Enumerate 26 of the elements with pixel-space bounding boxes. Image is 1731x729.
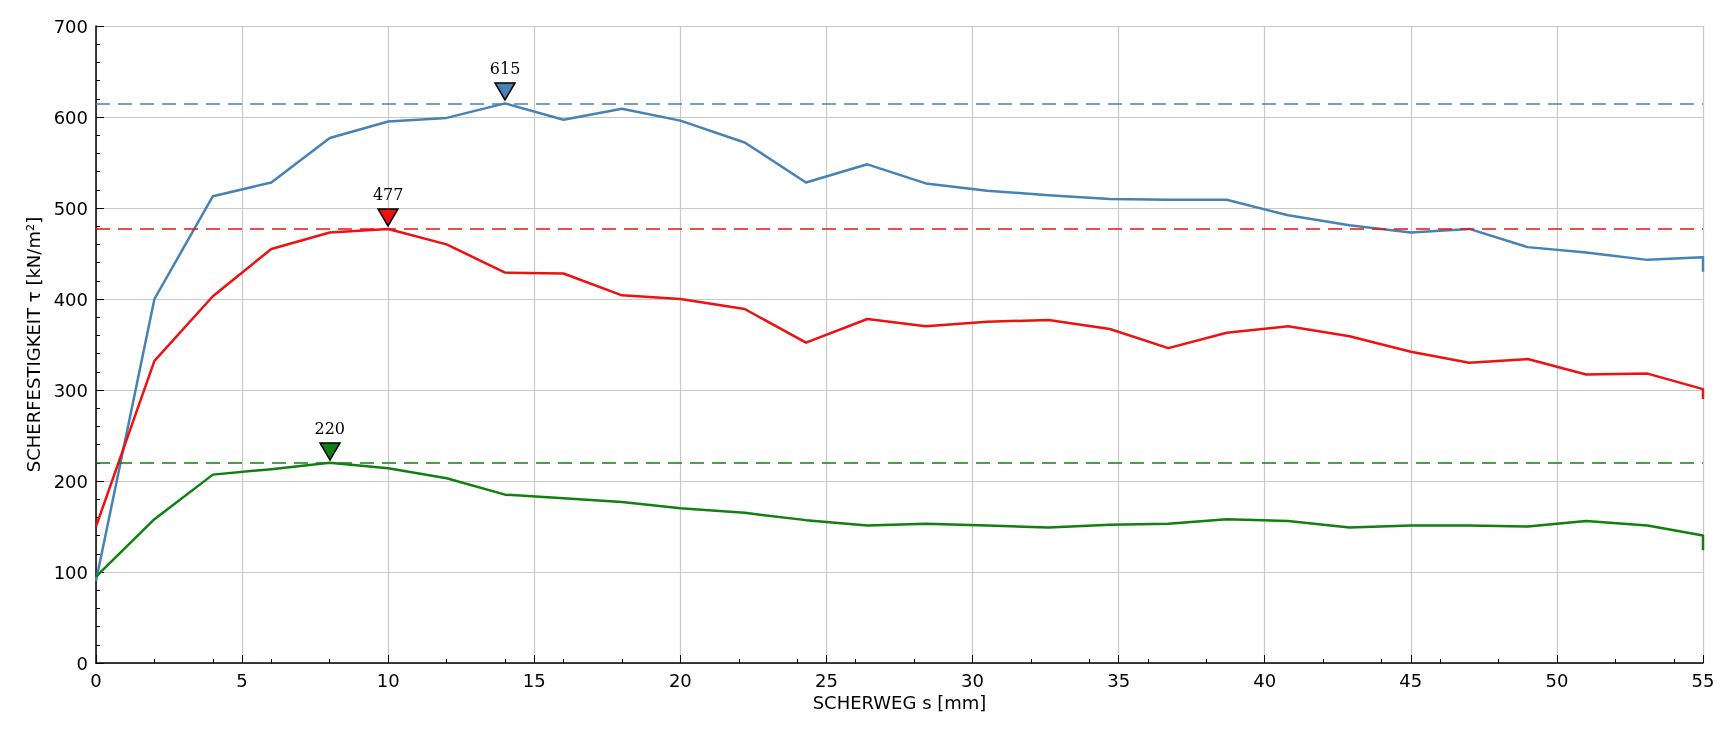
x-tick-label: 50 <box>1545 669 1569 691</box>
x-tick-label: 40 <box>1253 669 1277 691</box>
annotation: 220 <box>313 418 346 438</box>
y-tick-label: 100 <box>53 561 88 583</box>
line-series <box>94 102 1705 583</box>
x-tick-label: 30 <box>961 669 984 691</box>
y-tick-label: 600 <box>53 106 88 128</box>
y-tick-label: 0 <box>76 652 88 674</box>
annotation: 477 <box>371 184 405 204</box>
y-tick-label: 200 <box>53 470 88 492</box>
x-tick-label: 25 <box>815 669 838 691</box>
x-tick-label: 5 <box>236 669 248 691</box>
y-tick-label: 700 <box>53 15 88 37</box>
x-tick-label: 20 <box>668 669 692 691</box>
x-tick-label: 0 <box>90 669 102 691</box>
x-tick-label: 15 <box>522 669 546 691</box>
y-tick-label: 400 <box>53 288 88 310</box>
x-tick-label: 55 <box>1691 669 1715 691</box>
y-axis-title: SCHERFESTIGKEIT τ [kN/m²] <box>23 216 45 473</box>
annotation: 615 <box>488 59 522 79</box>
x-tick-label: 35 <box>1107 669 1131 691</box>
x-tick-label: 45 <box>1399 669 1423 691</box>
y-tick-label: 500 <box>53 197 88 219</box>
x-tick-label: 10 <box>376 669 400 691</box>
y-tick-label: 300 <box>53 379 88 401</box>
x-axis-title: SCHERWEG s [mm] <box>812 692 987 714</box>
